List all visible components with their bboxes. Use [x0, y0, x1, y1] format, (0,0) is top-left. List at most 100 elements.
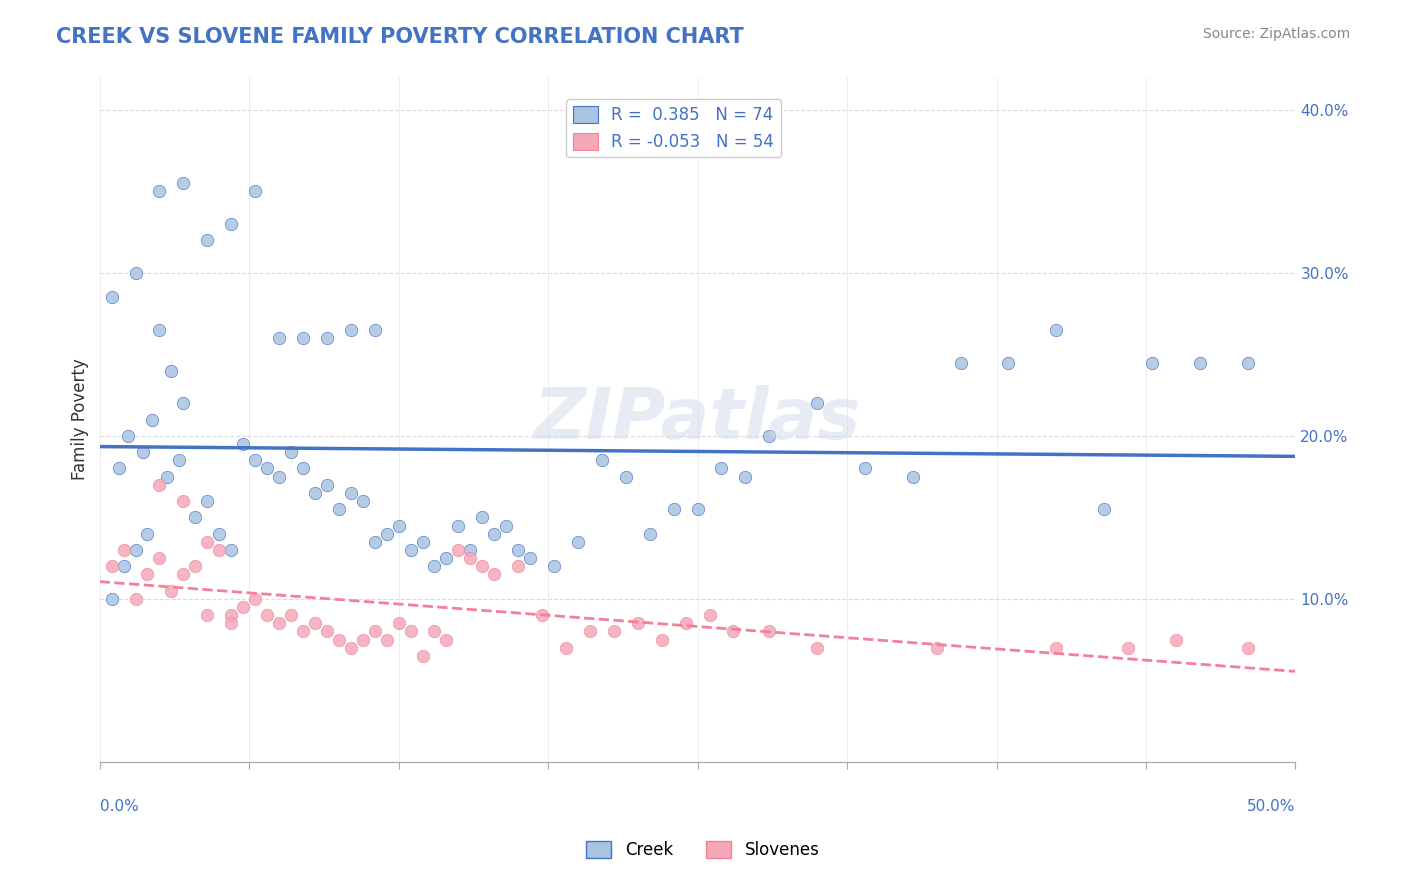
Point — [131, 445, 153, 459]
Point — [388, 616, 411, 631]
Point — [471, 559, 494, 574]
Point — [267, 616, 290, 631]
Point — [315, 331, 337, 345]
Point — [555, 640, 578, 655]
Point — [710, 461, 733, 475]
Point — [172, 396, 194, 410]
Point — [436, 551, 458, 566]
Point — [567, 534, 589, 549]
Point — [412, 648, 434, 663]
Point — [519, 551, 541, 566]
Point — [208, 543, 231, 558]
Point — [436, 632, 458, 647]
Point — [412, 534, 434, 549]
Point — [136, 567, 159, 582]
Point — [723, 624, 745, 639]
Point — [638, 526, 661, 541]
Point — [243, 591, 266, 606]
Point — [447, 543, 470, 558]
Point — [699, 608, 721, 623]
Point — [232, 437, 254, 451]
Point — [901, 469, 924, 483]
Point — [256, 461, 278, 475]
Point — [208, 526, 231, 541]
Point — [148, 477, 170, 491]
Point — [160, 583, 183, 598]
Point — [949, 355, 972, 369]
Point — [304, 486, 326, 500]
Point — [195, 608, 218, 623]
Point — [543, 559, 565, 574]
Point — [148, 551, 170, 566]
Point — [460, 543, 482, 558]
Point — [184, 559, 207, 574]
Point — [591, 453, 613, 467]
Point — [280, 445, 302, 459]
Point — [627, 616, 650, 631]
Point — [651, 632, 673, 647]
Point — [291, 461, 314, 475]
Point — [484, 567, 506, 582]
Point — [124, 266, 146, 280]
Point — [1045, 323, 1067, 337]
Legend: R =  0.385   N = 74, R = -0.053   N = 54: R = 0.385 N = 74, R = -0.053 N = 54 — [567, 100, 780, 158]
Text: 50.0%: 50.0% — [1247, 799, 1295, 814]
Point — [675, 616, 697, 631]
Point — [531, 608, 554, 623]
Point — [1092, 502, 1115, 516]
Point — [112, 543, 135, 558]
Point — [243, 453, 266, 467]
Point — [508, 543, 530, 558]
Point — [172, 177, 194, 191]
Point — [806, 396, 828, 410]
Point — [423, 624, 446, 639]
Point — [232, 599, 254, 614]
Point — [1116, 640, 1139, 655]
Point — [172, 494, 194, 508]
Point — [447, 518, 470, 533]
Point — [117, 429, 139, 443]
Point — [603, 624, 626, 639]
Point — [328, 632, 350, 647]
Point — [195, 494, 218, 508]
Point — [124, 543, 146, 558]
Point — [280, 608, 302, 623]
Point — [363, 534, 385, 549]
Point — [375, 632, 398, 647]
Point — [363, 323, 385, 337]
Point — [1236, 355, 1258, 369]
Point — [148, 185, 170, 199]
Point — [184, 510, 207, 524]
Point — [124, 591, 146, 606]
Point — [1140, 355, 1163, 369]
Point — [100, 559, 122, 574]
Point — [156, 469, 179, 483]
Point — [291, 624, 314, 639]
Point — [172, 567, 194, 582]
Text: ZIPatlas: ZIPatlas — [534, 385, 862, 454]
Point — [484, 526, 506, 541]
Point — [219, 616, 242, 631]
Point — [375, 526, 398, 541]
Point — [399, 543, 422, 558]
Text: Source: ZipAtlas.com: Source: ZipAtlas.com — [1202, 27, 1350, 41]
Y-axis label: Family Poverty: Family Poverty — [72, 359, 89, 481]
Point — [495, 518, 517, 533]
Point — [925, 640, 948, 655]
Legend: Creek, Slovenes: Creek, Slovenes — [579, 834, 827, 866]
Point — [315, 477, 337, 491]
Point — [243, 185, 266, 199]
Point — [148, 323, 170, 337]
Point — [734, 469, 756, 483]
Point — [352, 632, 374, 647]
Point — [758, 429, 780, 443]
Point — [1236, 640, 1258, 655]
Point — [806, 640, 828, 655]
Point — [758, 624, 780, 639]
Point — [315, 624, 337, 639]
Point — [219, 543, 242, 558]
Point — [853, 461, 876, 475]
Point — [471, 510, 494, 524]
Point — [686, 502, 709, 516]
Point — [508, 559, 530, 574]
